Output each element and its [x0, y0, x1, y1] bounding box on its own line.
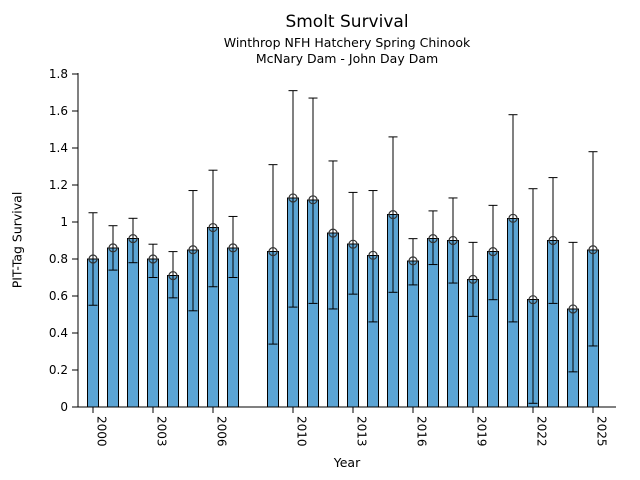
marker-2023	[548, 235, 558, 246]
x-tick-label: 2006	[215, 416, 229, 447]
x-tick-label: 2000	[95, 416, 109, 447]
x-tick-label: 2019	[475, 416, 489, 447]
marker-2015	[388, 210, 398, 220]
marker-2021	[508, 213, 518, 223]
bar-2002	[127, 238, 139, 408]
marker-2013	[348, 239, 358, 249]
marker-2004	[168, 271, 178, 281]
marker-2006	[208, 222, 218, 233]
x-tick-label: 2016	[415, 416, 429, 447]
y-tick-label: 0.6	[49, 289, 68, 303]
x-axis-label: Year	[333, 455, 361, 470]
marker-2003	[148, 254, 158, 264]
y-tick-label: 0.2	[49, 363, 68, 377]
marker-2024	[568, 304, 578, 314]
x-tick-label: 2022	[535, 416, 549, 447]
marker-2005	[188, 245, 198, 255]
chart-title: Smolt Survival	[285, 12, 409, 32]
marker-2019	[468, 274, 478, 284]
marker-2009	[268, 247, 278, 257]
x-tick-label: 2013	[355, 416, 369, 447]
marker-2017	[428, 234, 438, 244]
chart-subtitle-line1: Winthrop NFH Hatchery Spring Chinook	[223, 35, 471, 50]
chart-header: Smolt Survival Winthrop NFH Hatchery Spr…	[78, 12, 616, 67]
x-tick-label: 2025	[595, 416, 609, 447]
marker-2014	[368, 250, 378, 260]
y-tick-label: 1.6	[49, 104, 68, 118]
marker-2020	[488, 247, 498, 257]
marker-2010	[288, 193, 298, 203]
marker-2001	[108, 243, 118, 253]
y-tick-label: 1.4	[49, 141, 68, 155]
marker-2007	[228, 243, 238, 253]
marker-2025	[588, 245, 598, 255]
marker-2002	[128, 234, 138, 244]
y-tick-label: 0.4	[49, 326, 68, 340]
chart-subtitle-line2: McNary Dam - John Day Dam	[255, 51, 439, 66]
y-tick-label: 0	[60, 400, 68, 414]
x-tick-label: 2010	[295, 416, 309, 447]
marker-2018	[448, 235, 458, 246]
bar-2003	[147, 258, 159, 408]
marker-2016	[408, 256, 418, 266]
marker-2022	[528, 295, 538, 305]
marker-2011	[308, 195, 318, 205]
marker-2012	[328, 228, 338, 238]
y-tick-label: 0.8	[49, 252, 68, 266]
y-tick-label: 1.2	[49, 178, 68, 192]
marker-2000	[88, 254, 98, 264]
bar-2001	[107, 247, 119, 408]
y-tick-label: 1	[60, 215, 68, 229]
y-tick-label: 1.8	[49, 67, 68, 81]
x-tick-label: 2003	[155, 416, 169, 447]
